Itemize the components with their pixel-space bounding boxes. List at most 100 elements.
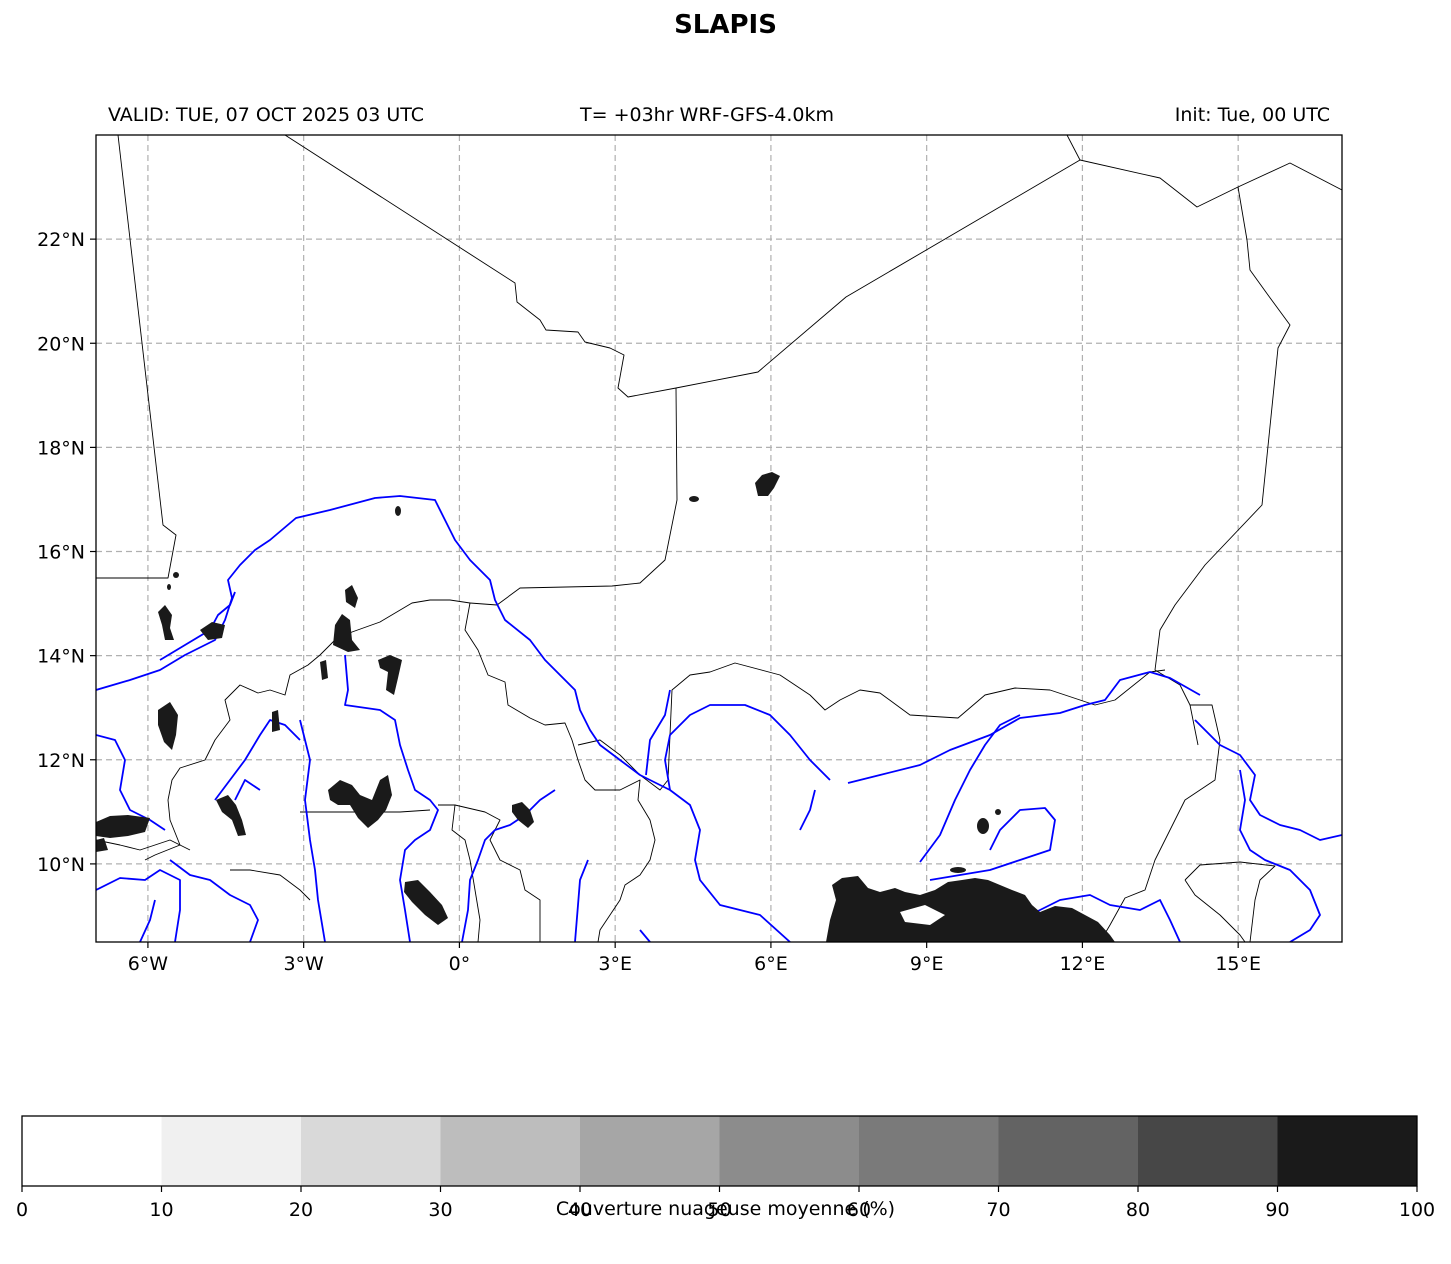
cloud-patch (995, 809, 1001, 815)
lat-tick-label: 20°N (37, 333, 85, 355)
colorbar-tick-label: 40 (568, 1199, 592, 1221)
cloud-patch (158, 702, 178, 750)
river-comoe (139, 899, 156, 942)
map-frame (95, 134, 1343, 943)
gridlines (96, 135, 1342, 942)
colorbar-segment (719, 1116, 860, 1186)
lon-tick-label: 0° (449, 953, 471, 975)
river-niger (96, 495, 791, 942)
colorbar-tick-label: 0 (16, 1199, 28, 1221)
colorbar-segment (161, 1116, 302, 1186)
cloud-patch (826, 876, 1115, 942)
map-title: SLAPIS (674, 10, 777, 40)
colorbar-tick-label: 80 (1126, 1199, 1150, 1221)
border-burkina-ghana (144, 799, 181, 861)
cloud-patch (333, 614, 360, 652)
cloud-patch (404, 880, 448, 925)
colorbar-tick-label: 60 (847, 1199, 871, 1221)
river-sokoto (645, 689, 671, 776)
colorbar-tick-label: 100 (1399, 1199, 1435, 1221)
cloud-patch (320, 660, 328, 680)
cloud-patch (900, 905, 945, 925)
border-mali-niger (469, 387, 678, 606)
colorbar-segment (1277, 1116, 1418, 1186)
river-benue-south (919, 714, 1021, 863)
colorbar-segment (440, 1116, 581, 1186)
river-ivory-1 (214, 719, 301, 801)
colorbar-label: Couverture nuageuse moyenne (%) (555, 1198, 896, 1220)
border-chad-niger (1154, 186, 1291, 746)
border-algeria-mali (284, 135, 677, 398)
colorbar-tick-label: 30 (428, 1199, 452, 1221)
river-volta-red (344, 654, 439, 942)
cloud-patch (96, 815, 150, 838)
border-burkina-niger (464, 602, 579, 761)
river-volta-black (96, 869, 181, 942)
cloud-patch (216, 795, 246, 836)
lon-tick-label: 9°E (910, 953, 944, 975)
rivers (96, 495, 1342, 942)
lon-tick-label: 6°W (128, 953, 169, 975)
colorbar-segment (22, 1116, 162, 1186)
colorbar-segment (998, 1116, 1139, 1186)
river-gongola (929, 807, 1056, 881)
colorbar-tick-label: 90 (1265, 1199, 1289, 1221)
cloud-patch (689, 496, 699, 502)
lon-tick-label: 6°E (754, 953, 788, 975)
river-chari (1239, 769, 1321, 942)
river-lake-chad-east (1194, 719, 1342, 841)
border-libya-niger-chad (1079, 159, 1342, 208)
cloud-patch (512, 802, 534, 828)
cloud-patch (345, 585, 358, 608)
cloud-patch (272, 710, 280, 732)
colorbar (22, 1116, 1418, 1186)
colorbar-segment (859, 1116, 999, 1186)
cloud-patch (158, 605, 174, 640)
cloud-patch (167, 584, 171, 590)
cloud-patch (200, 622, 225, 640)
init-time-label: Init: Tue, 00 UTC (1174, 104, 1330, 126)
river-ivory-2 (169, 859, 259, 942)
lat-tick-label: 18°N (37, 437, 85, 459)
latitude-axis: 22°N 20°N 18°N 16°N 14°N 12°N 10°N (37, 229, 96, 876)
lon-tick-label: 12°E (1060, 953, 1106, 975)
model-label: T= +03hr WRF-GFS-4.0km (580, 104, 834, 126)
valid-time-label: VALID: TUE, 07 OCT 2025 03 UTC (108, 104, 424, 126)
lon-tick-label: 15°E (1215, 953, 1261, 975)
cloud-patch (378, 655, 402, 695)
colorbar-tick-label: 20 (289, 1199, 313, 1221)
cloud-cover-patches (96, 472, 1115, 942)
border-ivory-ghana (230, 869, 311, 901)
cloud-patch (755, 472, 780, 496)
colorbar-tick-label: 50 (707, 1199, 731, 1221)
border-ivory-coast (96, 839, 191, 851)
cloud-patch (950, 867, 966, 873)
lon-tick-label: 3°E (598, 953, 632, 975)
river-benin-2 (574, 859, 589, 942)
river-kaduna (664, 704, 831, 791)
colorbar-segment (580, 1116, 720, 1186)
border-cameroon-car (1184, 879, 1246, 942)
river-benue (847, 671, 1201, 784)
cloud-patch (328, 775, 392, 828)
colorbar-tick-label: 70 (986, 1199, 1010, 1221)
colorbar-segment (1138, 1116, 1278, 1186)
cloud-patch (977, 818, 989, 834)
cloud-patch (96, 838, 108, 852)
lat-tick-label: 12°N (37, 750, 85, 772)
river-oti (461, 789, 556, 942)
cloud-patch (173, 572, 179, 578)
border-ghana-togo (438, 804, 541, 942)
colorbar-ticks: 0 10 20 30 40 50 60 70 80 90 100 (16, 1186, 1435, 1221)
lon-tick-label: 3°W (283, 953, 324, 975)
lat-tick-label: 22°N (37, 229, 85, 251)
lat-tick-label: 10°N (37, 854, 85, 876)
lat-tick-label: 16°N (37, 542, 85, 564)
river-mouhoun (234, 779, 261, 801)
border-niger-benin-nigeria (577, 662, 1166, 791)
border-mauritania-mali (96, 135, 177, 579)
longitude-axis: 6°W 3°W 0° 3°E 6°E 9°E 12°E 15°E (128, 942, 1261, 975)
colorbar-tick-label: 10 (149, 1199, 173, 1221)
river-nigeria-small (639, 929, 651, 942)
